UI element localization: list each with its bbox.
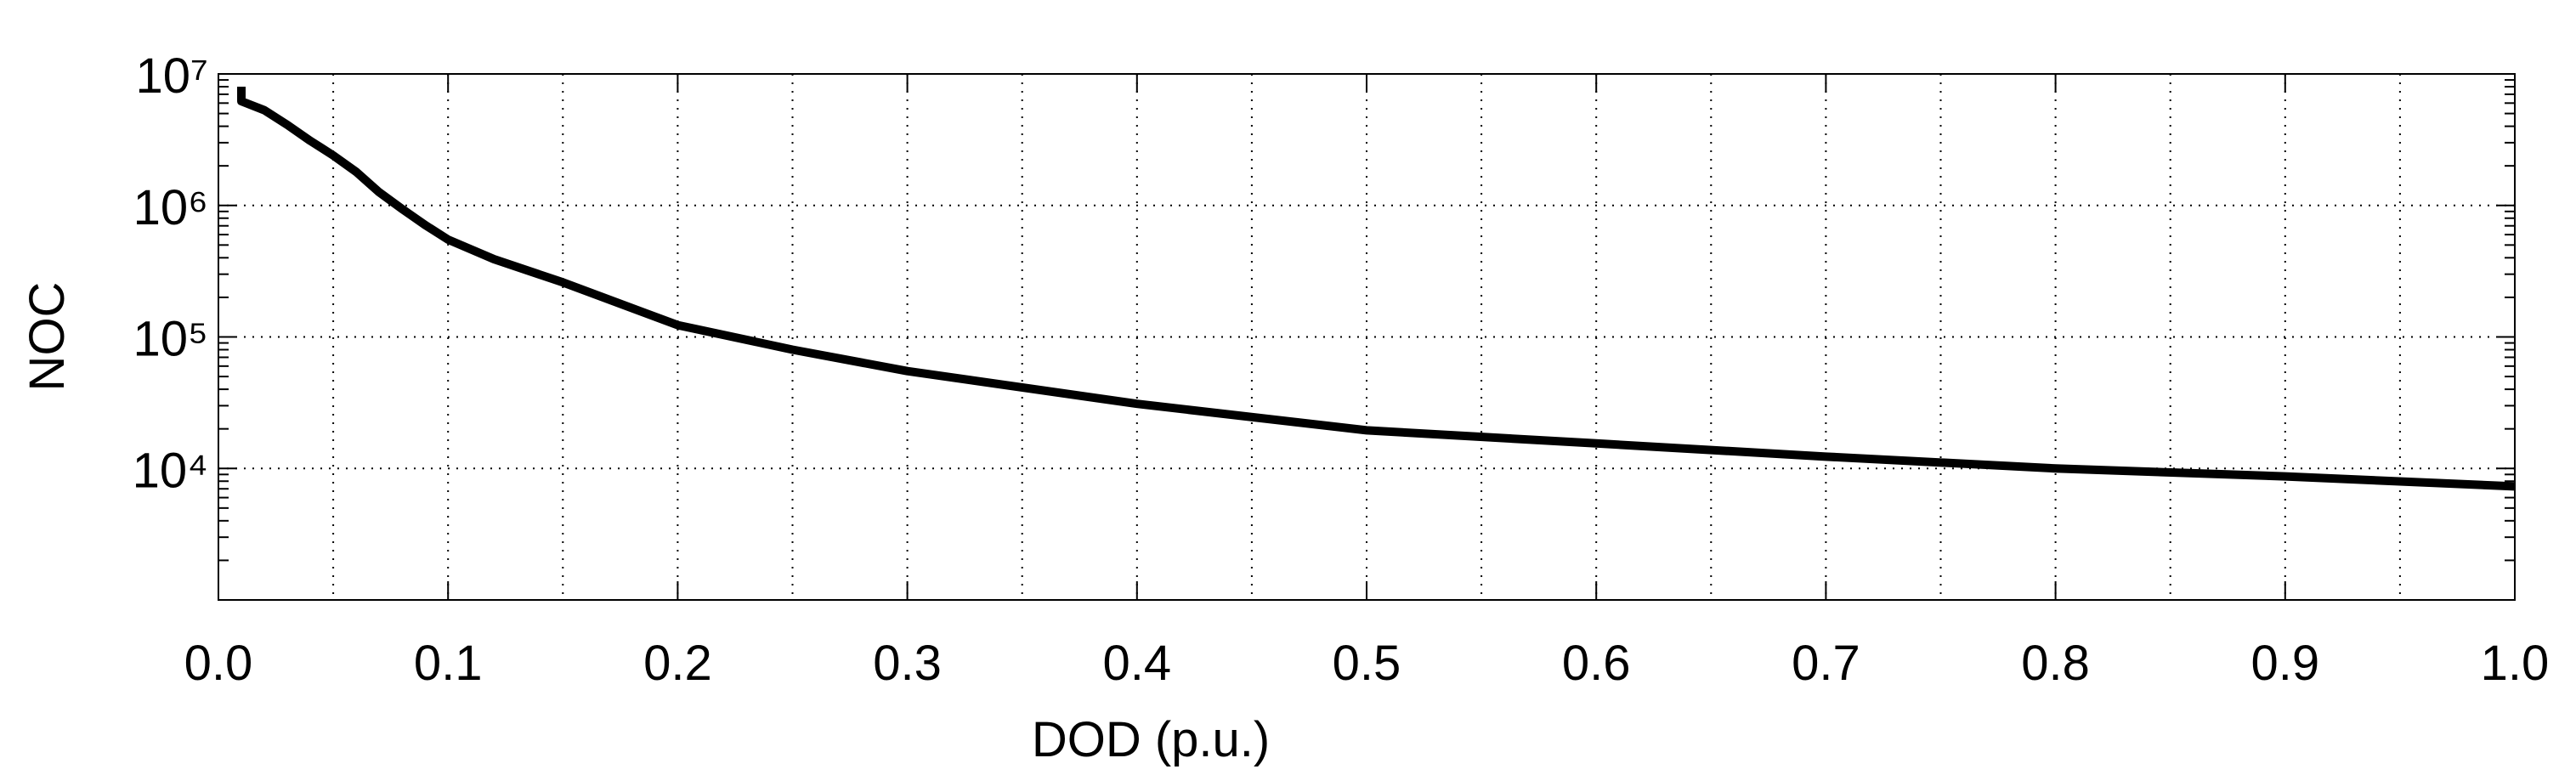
y-tick-label: 10⁴ [133,443,208,498]
x-tick-label: 0.9 [2250,636,2319,691]
x-tick-label: 0.4 [1102,636,1171,691]
x-tick-label: 0.5 [1333,636,1401,691]
x-tick-label: 0.3 [873,636,942,691]
y-axis-label: NOC [20,282,75,392]
y-tick-label: 10⁵ [133,312,208,367]
y-tick-label: 10⁶ [133,180,208,235]
x-axis-label: DOD (p.u.) [1032,712,1270,767]
plot-frame [218,73,2516,601]
x-tick-label: 0.6 [1562,636,1631,691]
x-tick-label: 0.8 [2021,636,2090,691]
x-tick-label: 0.7 [1792,636,1860,691]
x-tick-label: 0.0 [184,636,253,691]
x-tick-label: 0.1 [414,636,483,691]
y-tick-label: 10⁷ [136,48,209,104]
x-tick-label: 0.2 [643,636,712,691]
x-tick-label: 1.0 [2481,636,2550,691]
data-line [237,86,2516,491]
